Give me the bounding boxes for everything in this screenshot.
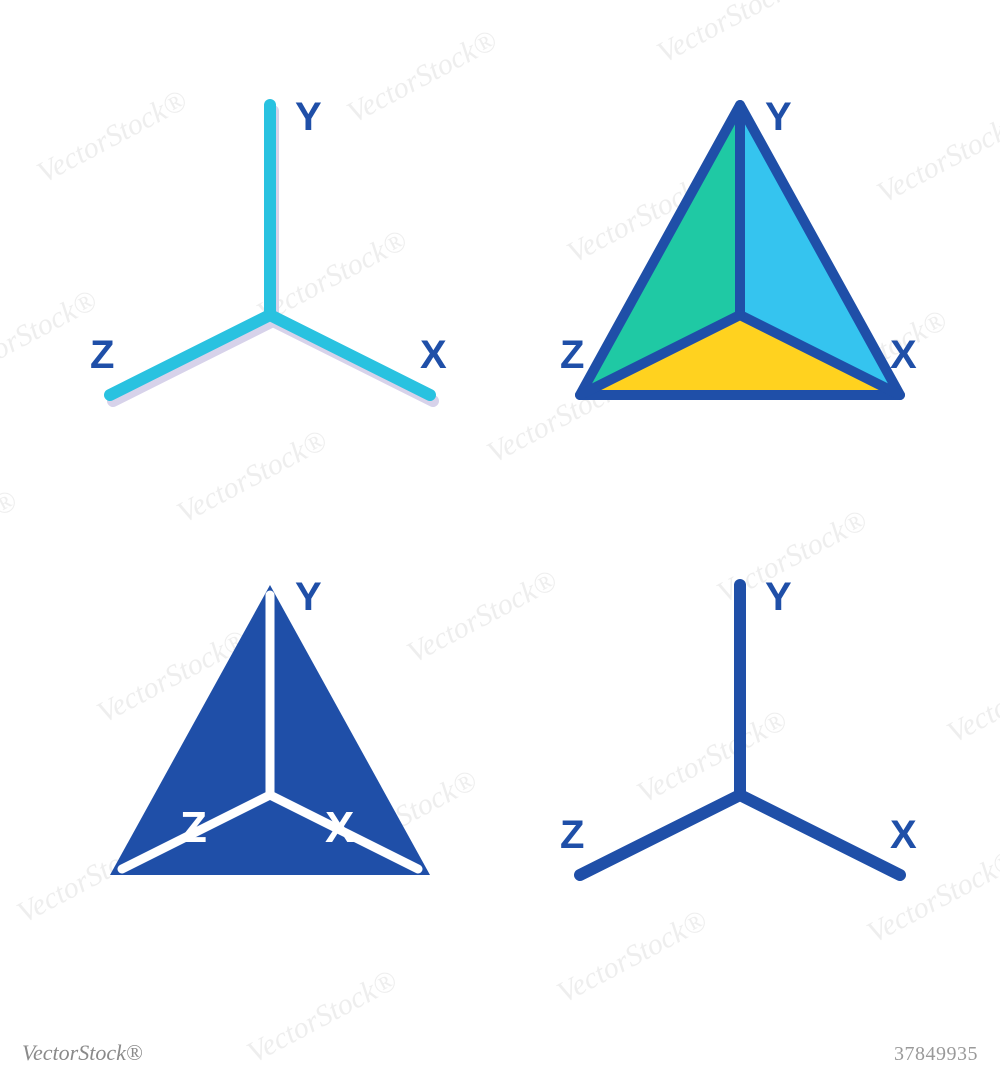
watermark-text: VectorStock®	[0, 483, 23, 590]
label-y: Y	[765, 575, 792, 619]
label-y: Y	[295, 575, 322, 619]
watermark-text: VectorStock®	[242, 963, 403, 1070]
watermark-text: VectorStock®	[0, 283, 103, 390]
axes-icon-cyan-outline: Y X Z	[90, 90, 450, 450]
label-x: X	[890, 813, 917, 857]
label-z: Z	[90, 333, 114, 377]
watermark-text: VectorStock®	[652, 0, 813, 71]
footer-brand: VectorStock®	[22, 1040, 143, 1066]
label-z: Z	[560, 813, 584, 857]
z-axis	[110, 315, 270, 395]
label-z: Z	[180, 803, 207, 852]
x-axis	[740, 795, 900, 875]
x-axis	[270, 315, 430, 395]
canvas: VectorStock® VectorStock® VectorStock® Vect…	[0, 0, 1000, 1080]
watermark-text: VectorStock®	[942, 643, 1000, 750]
label-y: Y	[295, 95, 322, 139]
z-axis	[580, 795, 740, 875]
axes-icon-tricolor-fill: Y X Z	[560, 90, 920, 450]
axes-lines	[580, 585, 900, 875]
axes-icon-blue-outline: Y X Z	[560, 570, 920, 930]
label-x: X	[890, 333, 917, 377]
label-x: X	[420, 333, 447, 377]
label-x: X	[325, 803, 354, 852]
axes-icon-solid-blue: Y X Z	[90, 570, 450, 930]
footer-id: 37849935	[894, 1043, 978, 1066]
label-y: Y	[765, 95, 792, 139]
label-z: Z	[560, 333, 584, 377]
shadow-z-axis	[113, 321, 273, 401]
axes-lines	[110, 105, 430, 395]
